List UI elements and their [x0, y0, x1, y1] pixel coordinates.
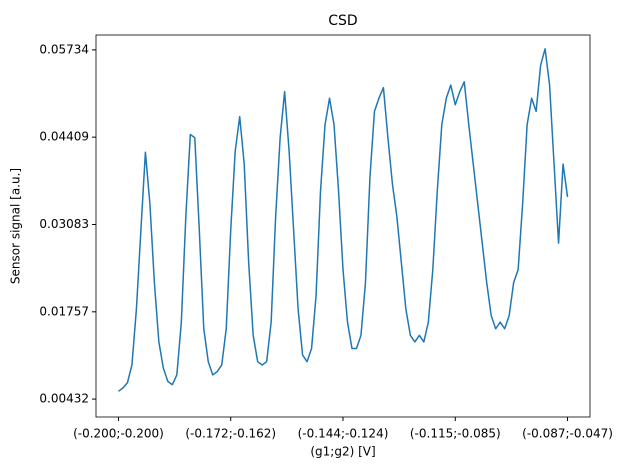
y-tick-label: 0.03083: [39, 217, 89, 231]
x-tick-label: (-0.115;-0.085): [410, 427, 501, 441]
y-tick-label: 0.05734: [39, 42, 89, 56]
x-tick-label: (-0.144;-0.124): [298, 427, 389, 441]
chart-title: CSD: [328, 13, 357, 29]
x-axis-label: (g1;g2) [V]: [310, 445, 375, 459]
plot-frame: [95, 34, 591, 418]
y-tick-label: 0.00432: [39, 392, 89, 406]
x-tick-label: (-0.200;-0.200): [73, 427, 164, 441]
y-tick-label: 0.01757: [39, 304, 89, 318]
y-axis-label: Sensor signal [a.u.]: [9, 168, 23, 284]
x-tick-label: (-0.172;-0.162): [185, 427, 276, 441]
x-tick-label: (-0.087;-0.047): [522, 427, 613, 441]
y-tick-label: 0.04409: [39, 130, 89, 144]
data-line: [118, 48, 569, 392]
